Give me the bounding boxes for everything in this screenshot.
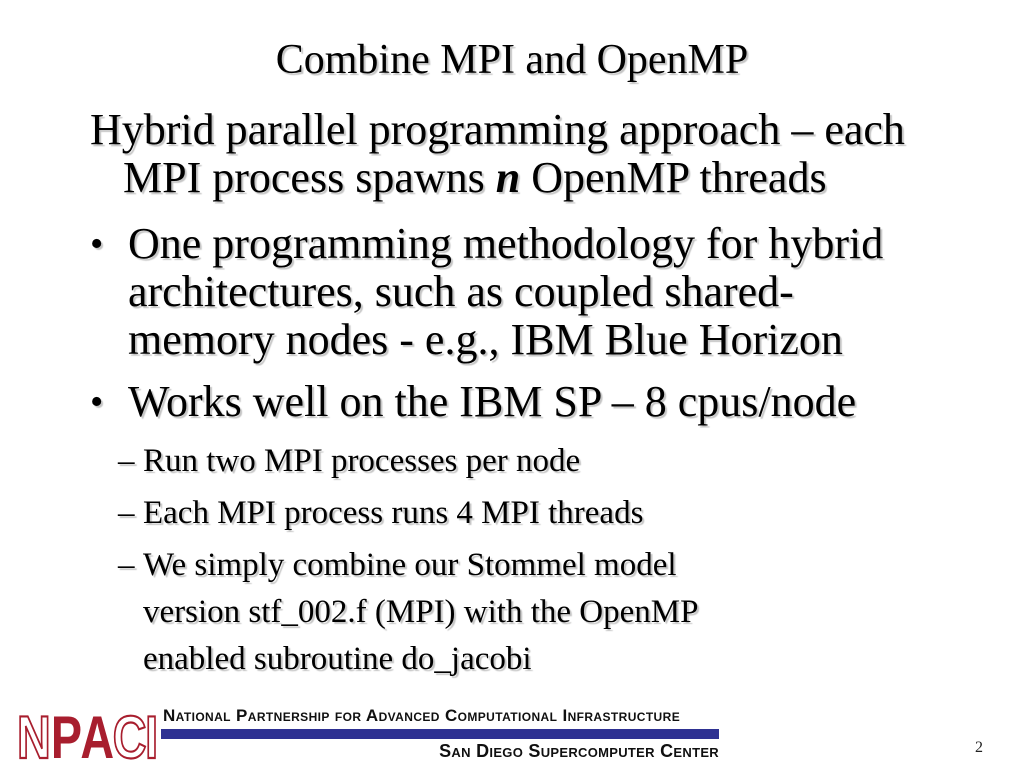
npaci-logo: N P A C I: [16, 705, 159, 763]
sub-bullet-text: We simply combine our Stommel model vers…: [143, 542, 950, 683]
sub-bullet-text: Each MPI process runs 4 MPI threads: [143, 490, 950, 537]
logo-letter-p: P: [51, 705, 82, 763]
sub-bullet-line: Each MPI process runs 4 MPI threads: [143, 495, 644, 531]
sub-bullet-stommel-model: – We simply combine our Stommel model ve…: [118, 542, 950, 683]
logo-letter-i: I: [145, 705, 158, 763]
bullet-line: architectures, such as coupled shared-: [128, 267, 794, 316]
footer-organization-name: National Partnership for Advanced Comput…: [163, 706, 681, 725]
slide-body: Hybrid parallel programming approach – e…: [90, 106, 950, 688]
sub-bullet-line: Run two MPI processes per node: [143, 443, 581, 479]
intro-line-2-emphasis: n: [495, 153, 521, 202]
sub-bullet-run-two-mpi: – Run two MPI processes per node: [118, 438, 950, 485]
bullet-line: One programming methodology for hybrid: [128, 219, 884, 268]
bullet-text: Works well on the IBM SP – 8 cpus/node: [128, 378, 950, 426]
sub-bullet-line: We simply combine our Stommel model: [143, 547, 677, 583]
sub-bullet-mpi-threads: – Each MPI process runs 4 MPI threads: [118, 490, 950, 537]
footer-center-name: San Diego Supercomputer Center: [439, 741, 719, 761]
intro-line-1: Hybrid parallel programming approach – e…: [90, 106, 950, 154]
dash-icon: –: [118, 495, 135, 531]
bullet-icon: •: [90, 381, 104, 423]
intro-line-1-text: Hybrid parallel programming approach – e…: [90, 105, 905, 154]
bullet-line: memory nodes - e.g., IBM Blue Horizon: [128, 315, 843, 364]
intro-line-2: MPI process spawns n OpenMP threads: [123, 154, 950, 202]
intro-line-2-post: OpenMP threads: [520, 153, 827, 202]
bullet-line: Works well on the IBM SP – 8 cpus/node: [128, 377, 857, 426]
footer-divider-bar: [161, 729, 719, 739]
sub-bullet-text: Run two MPI processes per node: [143, 438, 950, 485]
dash-icon: –: [118, 547, 135, 583]
intro-paragraph: Hybrid parallel programming approach – e…: [90, 106, 950, 202]
sub-bullet-line: version stf_002.f (MPI) with the OpenMP: [143, 594, 699, 630]
bullet-text: One programming methodology for hybrid a…: [128, 220, 950, 364]
logo-letter-n: N: [17, 705, 51, 763]
page-number: 2: [975, 739, 983, 756]
bullet-icon: •: [90, 223, 104, 265]
intro-line-2-pre: MPI process spawns: [123, 153, 496, 202]
logo-letter-a: A: [80, 705, 114, 763]
bullet-item-methodology: • One programming methodology for hybrid…: [90, 220, 950, 364]
sub-bullet-line: enabled subroutine do_jacobi: [143, 641, 532, 677]
slide-title: Combine MPI and OpenMP: [275, 37, 749, 83]
logo-letter-c: C: [113, 705, 147, 763]
dash-icon: –: [118, 443, 135, 479]
bullet-item-ibm-sp: • Works well on the IBM SP – 8 cpus/node: [90, 378, 950, 426]
